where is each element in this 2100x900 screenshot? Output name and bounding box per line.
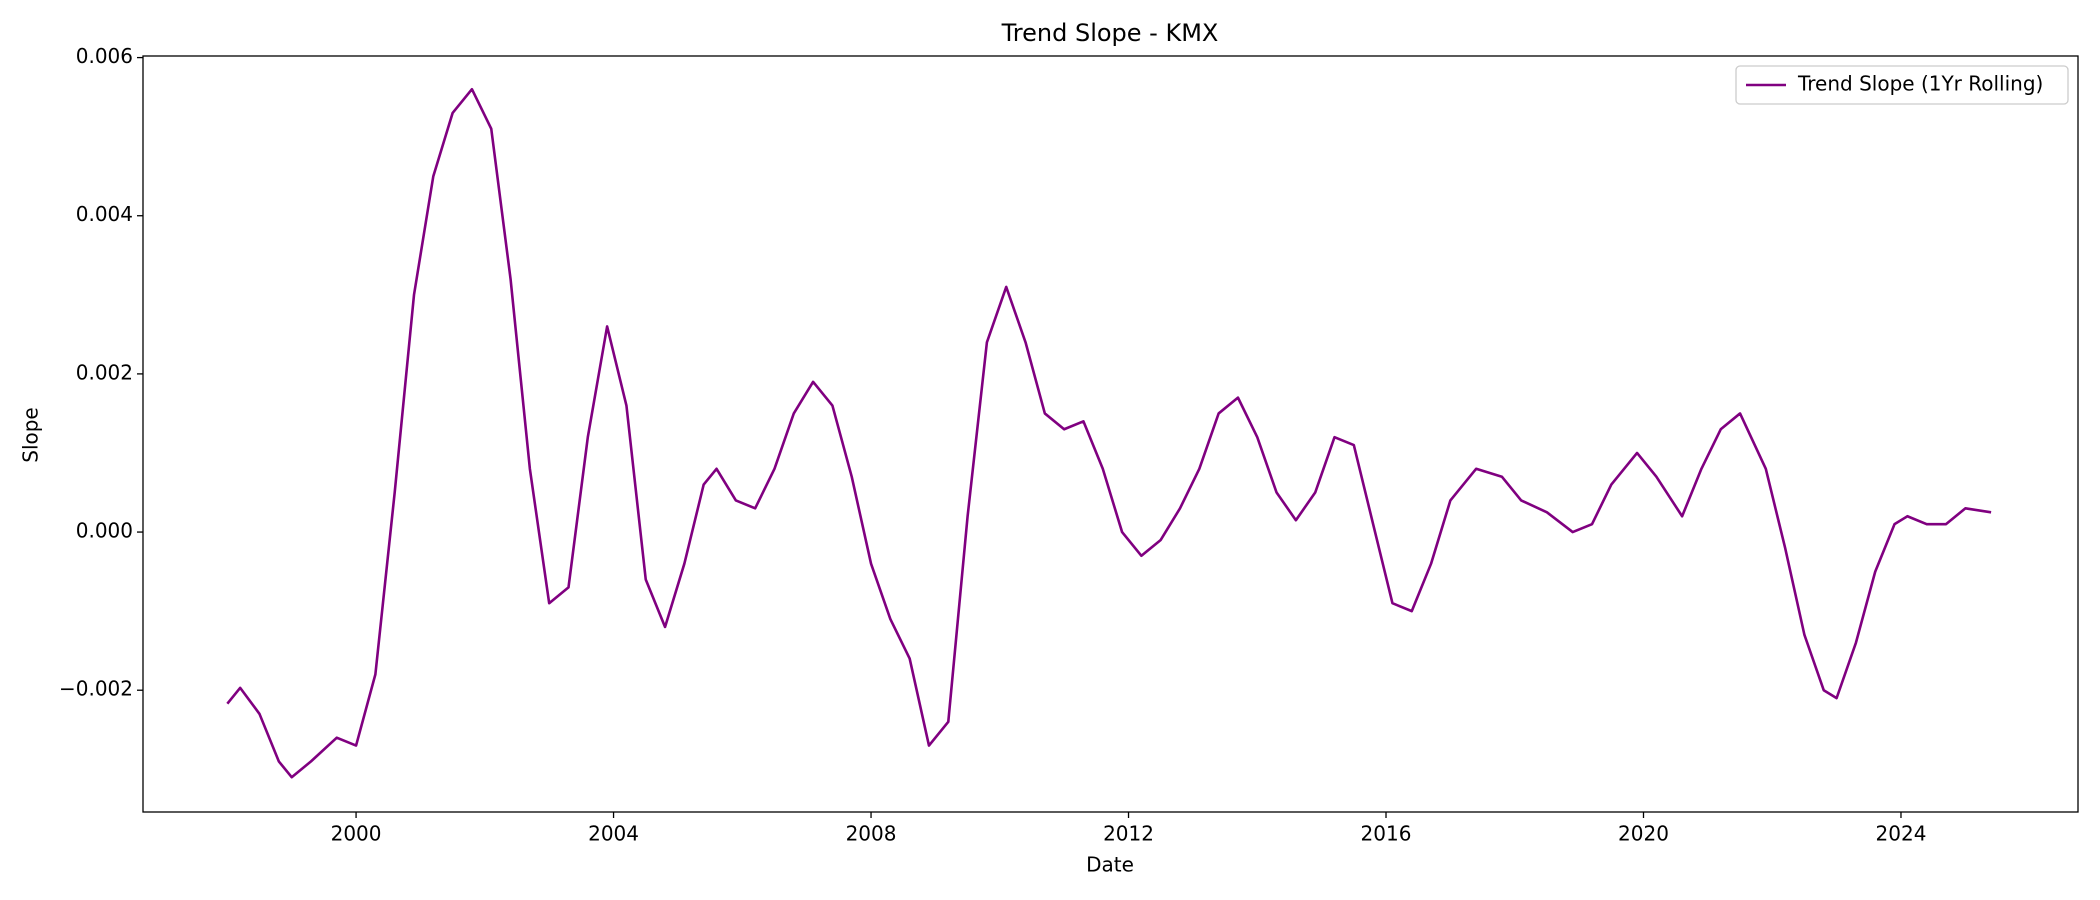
chart-title: Trend Slope - KMX xyxy=(1001,19,1219,47)
legend-label: Trend Slope (1Yr Rolling) xyxy=(1797,72,2043,96)
x-tick-label: 2012 xyxy=(1103,822,1154,846)
x-tick-label: 2008 xyxy=(846,822,897,846)
plot-frame xyxy=(142,55,2079,813)
x-tick-label: 2016 xyxy=(1361,822,1412,846)
x-tick-label: 2000 xyxy=(331,822,382,846)
y-tick-label: −0.002 xyxy=(59,677,133,701)
legend-box xyxy=(1735,65,2069,105)
y-tick-label: 0.004 xyxy=(76,202,133,226)
y-tick-label: 0.006 xyxy=(76,44,133,68)
x-tick-label: 2004 xyxy=(588,822,639,846)
x-tick-label: 2020 xyxy=(1618,822,1669,846)
y-tick-label: 0.002 xyxy=(76,360,133,384)
y-axis-label: Slope xyxy=(19,407,43,463)
x-axis-label: Date xyxy=(1086,853,1134,877)
line-series xyxy=(226,87,1992,779)
y-tick-label: 0.000 xyxy=(76,519,133,543)
x-tick-label: 2024 xyxy=(1876,822,1927,846)
